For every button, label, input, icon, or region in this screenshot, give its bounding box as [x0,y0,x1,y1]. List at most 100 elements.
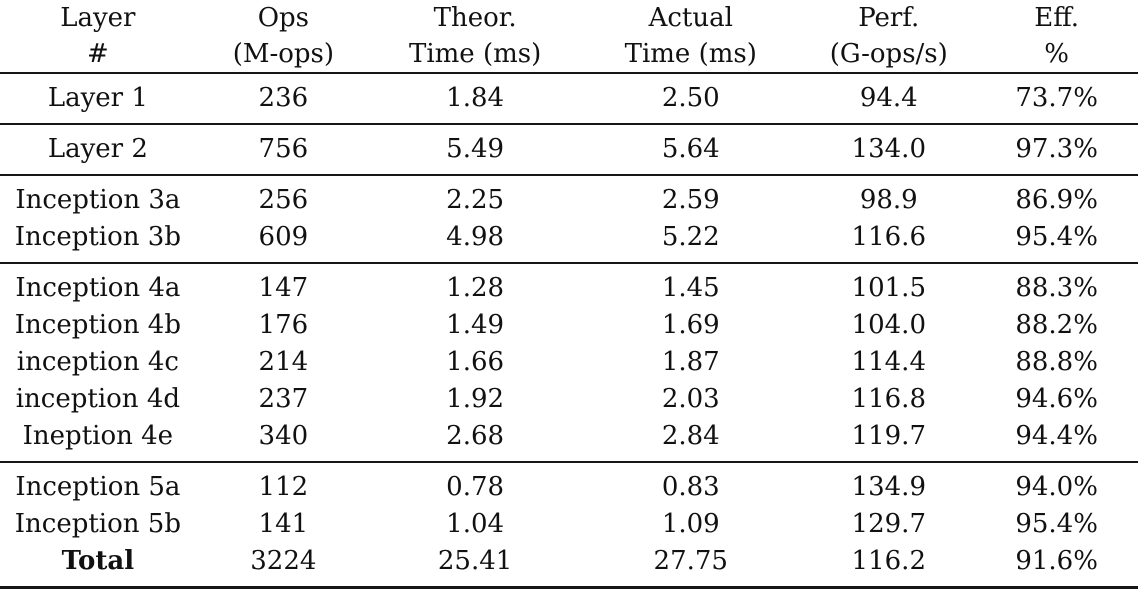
table-row-layer-2: Layer 2 756 5.49 5.64 134.0 97.3% [0,123,1138,175]
eff-cell: 88.8% [1015,347,1098,377]
ops-cell: 236 [258,83,309,113]
actual-time-cell: 0.83 [579,461,803,506]
layer-performance-table: Layer # Ops (M-ops) Theor. Time (ms) Act… [0,0,1138,589]
column-header-perf: Perf. (G-ops/s) [802,0,976,74]
actual-time-cell: 5.22 [661,222,720,252]
column-header-ops-line2: (M-ops) [232,39,335,69]
ops-cell: 112 [195,461,371,506]
table-row-layer-1: Layer 1 236 1.84 2.50 94.4 73.7% [0,73,1138,124]
eff-cell: 88.2% [1015,310,1098,340]
perf-cell: 114.4 [851,347,926,377]
layer-name-cell: inception 4c [16,347,179,377]
ops-cell: 141 [258,509,309,539]
column-header-layer: Layer # [0,0,196,74]
ops-cell: 147 [195,262,371,307]
layer-name-cell: Inception 3a [0,174,196,219]
perf-cell: 101.5 [802,262,976,307]
layer-name-cell: Inception 5a [0,461,196,506]
theor-time-cell: 25.41 [437,546,513,576]
table-row-inception-4a: Inception 4a 147 1.28 1.45 101.5 88.3% [0,262,1138,307]
eff-cell: 91.6% [1015,546,1098,576]
actual-time-cell: 27.75 [653,546,728,576]
ops-cell: 214 [258,347,309,377]
table-row-inception-3b: Inception 3b 609 4.98 5.22 116.6 95.4% [0,219,1138,263]
ops-cell: 609 [258,222,309,252]
perf-cell: 98.9 [802,174,976,219]
perf-cell: 134.9 [802,461,976,506]
eff-cell: 97.3% [975,123,1138,175]
theor-time-cell: 5.49 [370,123,580,175]
eff-cell: 73.7% [1015,83,1098,113]
actual-time-cell: 5.64 [579,123,803,175]
perf-cell: 104.0 [851,310,926,340]
column-header-layer-line2: # [86,39,109,69]
column-header-ops-line1: Ops [257,3,310,33]
column-header-eff-line2: % [1044,39,1069,69]
perf-cell: 129.7 [851,509,926,539]
column-header-actual-time-line1: Actual [648,3,733,33]
theor-time-cell: 1.28 [370,262,580,307]
column-header-actual-time: Actual Time (ms) [579,0,803,74]
theor-time-cell: 1.04 [446,509,505,539]
table-row-inception-4b: Inception 4b 176 1.49 1.69 104.0 88.2% [0,307,1138,344]
perf-cell: 116.2 [851,546,926,576]
theor-time-cell: 1.92 [446,384,505,414]
header-row: Layer # Ops (M-ops) Theor. Time (ms) Act… [0,0,1138,74]
eff-cell: 94.0% [975,461,1138,506]
eff-cell: 88.3% [975,262,1138,307]
column-header-theor-time-line1: Theor. [433,3,517,33]
ops-cell: 237 [258,384,309,414]
table-row-inception-5a: Inception 5a 112 0.78 0.83 134.9 94.0% [0,461,1138,506]
table-row-inception-4c: inception 4c 214 1.66 1.87 114.4 88.8% [0,344,1138,381]
eff-cell: 86.9% [975,174,1138,219]
perf-cell: 119.7 [851,421,926,451]
eff-cell: 94.6% [1015,384,1098,414]
column-header-theor-time-line2: Time (ms) [408,39,542,69]
eff-cell: 94.4% [1015,421,1098,451]
table-row-inception-5b: Inception 5b 141 1.04 1.09 129.7 95.4% [0,506,1138,543]
table-body: Layer 1 236 1.84 2.50 94.4 73.7% Layer 2… [0,73,1138,588]
perf-cell: 116.8 [851,384,926,414]
layer-name-cell: Layer 1 [47,83,148,113]
ops-cell: 256 [195,174,371,219]
layer-name-cell: inception 4d [15,384,180,414]
column-header-eff: Eff. % [975,0,1138,74]
table-header: Layer # Ops (M-ops) Theor. Time (ms) Act… [0,0,1138,74]
layer-name-cell: Inception 5b [14,509,181,539]
perf-cell: 134.0 [802,123,976,175]
actual-time-cell: 1.87 [661,347,720,377]
perf-cell: 116.6 [851,222,926,252]
layer-name-cell: Inception 4a [0,262,196,307]
eff-cell: 95.4% [1015,509,1098,539]
layer-name-cell: Inception 3b [14,222,181,252]
column-header-layer-line1: Layer [60,3,136,33]
actual-time-cell: 1.45 [579,262,803,307]
theor-time-cell: 4.98 [446,222,505,252]
theor-time-cell: 1.66 [446,347,505,377]
theor-time-cell: 0.78 [370,461,580,506]
ops-cell: 756 [195,123,371,175]
column-header-eff-line1: Eff. [1034,3,1080,33]
theor-time-cell: 1.84 [446,83,505,113]
layer-name-cell: Ineption 4e [22,421,174,451]
column-header-perf-line1: Perf. [858,3,920,33]
table-row-inception-4e: Ineption 4e 340 2.68 2.84 119.7 94.4% [0,418,1138,462]
column-header-ops: Ops (M-ops) [195,0,371,74]
theor-time-cell: 2.68 [446,421,505,451]
table-row-inception-4d: inception 4d 237 1.92 2.03 116.8 94.6% [0,381,1138,418]
column-header-perf-line2: (G-ops/s) [829,39,948,69]
ops-cell: 3224 [250,546,317,576]
theor-time-cell: 1.49 [446,310,505,340]
actual-time-cell: 1.09 [661,509,720,539]
table-row-inception-3a: Inception 3a 256 2.25 2.59 98.9 86.9% [0,174,1138,219]
column-header-actual-time-line2: Time (ms) [624,39,757,69]
perf-cell: 94.4 [859,83,918,113]
column-header-theor-time: Theor. Time (ms) [370,0,580,74]
eff-cell: 95.4% [1015,222,1098,252]
layer-name-cell: Layer 2 [0,123,196,175]
actual-time-cell: 2.03 [661,384,720,414]
actual-time-cell: 2.59 [579,174,803,219]
total-label-cell: Total [61,546,135,576]
theor-time-cell: 2.25 [370,174,580,219]
table-row-total: Total 3224 25.41 27.75 116.2 91.6% [0,543,1138,588]
